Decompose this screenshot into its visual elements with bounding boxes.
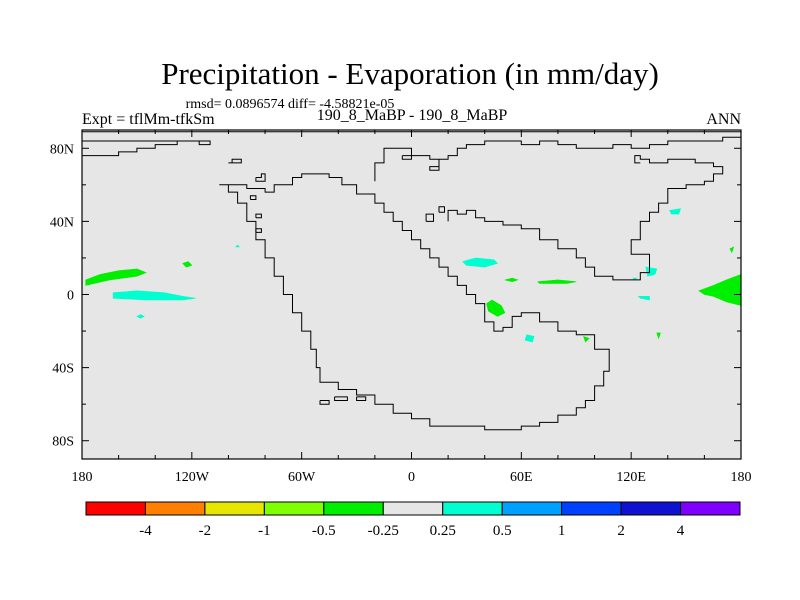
x-tick-label: 120E [616, 470, 646, 485]
y-tick-label: 80N [50, 142, 74, 157]
coastline [319, 400, 330, 405]
coastline [374, 136, 741, 182]
colorbar-label: 0.25 [430, 523, 456, 539]
colorbar-swatch [382, 501, 444, 516]
colorbar-label: -4 [139, 523, 152, 539]
x-tick-label: 120W [175, 470, 210, 485]
y-tick-label: 40N [50, 215, 74, 230]
anomaly-region [632, 277, 638, 281]
stats-line: rmsd= 0.0896574 diff= -4.58821e-05 [186, 97, 395, 112]
colorbar-swatch [561, 501, 622, 516]
colorbar-label: -2 [199, 523, 212, 539]
anomaly-region [85, 268, 147, 286]
colorbar-swatch [204, 501, 265, 516]
coastline [438, 206, 445, 213]
map-background [82, 130, 741, 459]
anomaly-region [669, 208, 682, 215]
colorbar-label: -0.5 [312, 523, 336, 539]
chart-title: Precipitation - Evaporation (in mm/day) [161, 56, 659, 91]
anomaly-region [182, 261, 193, 268]
anomaly-region [112, 290, 196, 301]
anomaly-region [136, 314, 145, 319]
colorbar-label: 4 [677, 523, 685, 539]
coastline [425, 213, 434, 222]
tick-layer: 180 120W 60W 0 60E 120E 180 80N 40N 0 40S 80S [50, 130, 752, 485]
coastline [447, 155, 724, 281]
y-tick-label: 80S [52, 435, 74, 450]
x-tick-label: 60E [510, 470, 533, 485]
colorbar-swatch [144, 501, 206, 516]
colorbar-swatch [323, 501, 384, 516]
anomaly-region [504, 277, 519, 283]
expt-label: Expt = tflMm-tfkSm [82, 111, 215, 128]
anomaly-layer [85, 208, 742, 343]
anomaly-region [486, 299, 506, 317]
y-tick-label: 0 [67, 289, 74, 304]
coastline [255, 173, 266, 182]
x-tick-label: 180 [72, 470, 93, 485]
anomaly-region [729, 246, 735, 254]
x-tick-label: 180 [731, 470, 752, 485]
anomaly-region [637, 295, 650, 301]
coastline [249, 195, 257, 200]
colorbar-swatch [501, 501, 563, 516]
coastline [82, 140, 211, 157]
x-tick-label: 0 [408, 470, 415, 485]
anomaly-region [235, 244, 241, 248]
coastline [255, 213, 262, 219]
coastline [401, 155, 412, 160]
x-tick-label: 60W [288, 470, 316, 485]
case-label: 190_8_MaBP - 190_8_MaBP [317, 107, 508, 124]
anomaly-region [524, 334, 535, 343]
coastline [219, 173, 610, 431]
colorbar-label: 2 [617, 523, 625, 539]
colorbar-label: 1 [558, 523, 566, 539]
coastline [228, 158, 242, 164]
colorbar-label: 0.5 [493, 523, 512, 539]
colorbar-swatch [85, 501, 146, 516]
colorbar-swatch [680, 501, 741, 516]
colorbar: -4 -2 -1 -0.5 -0.25 0.25 0.5 1 2 4 [85, 501, 741, 539]
anomaly-region [462, 257, 499, 268]
colorbar-swatch [442, 501, 503, 516]
season-label: ANN [706, 111, 741, 128]
anomaly-region [537, 279, 577, 284]
colorbar-swatch [263, 501, 325, 516]
anomaly-region [583, 336, 590, 343]
colorbar-label: -1 [258, 523, 271, 539]
coastline [334, 396, 348, 401]
anomaly-region [656, 332, 661, 340]
colorbar-swatch [620, 501, 682, 516]
coastline [356, 396, 367, 401]
colorbar-label: -0.25 [368, 523, 399, 539]
y-tick-label: 40S [52, 362, 74, 377]
anomaly-region [645, 266, 658, 277]
